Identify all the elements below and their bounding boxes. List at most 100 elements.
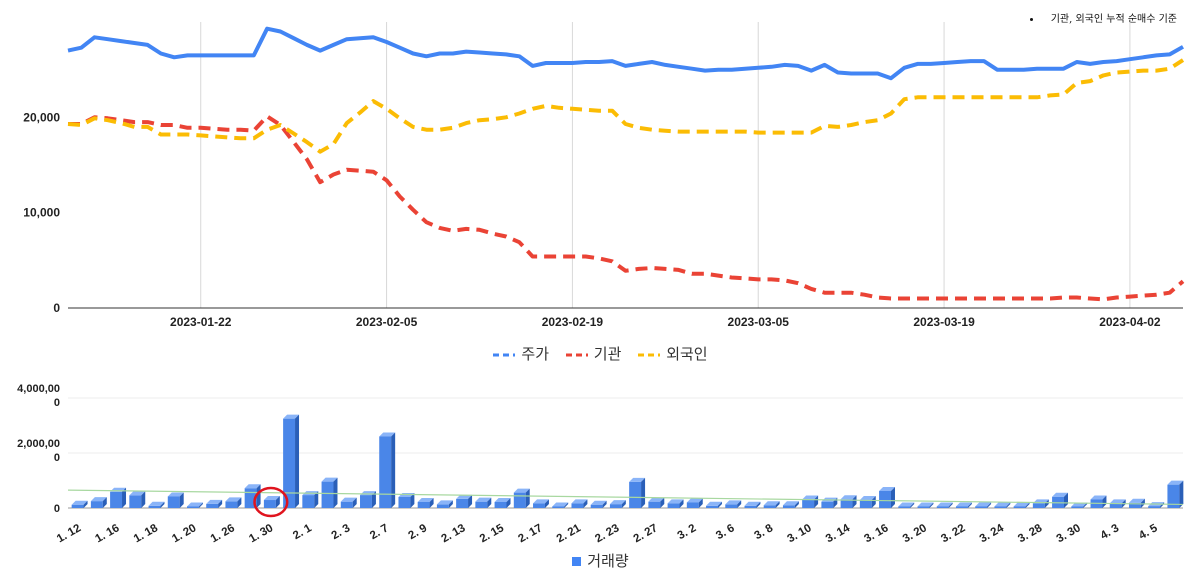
- bar-top: [167, 492, 184, 497]
- bar-top: [513, 488, 530, 493]
- bar-side: [487, 497, 492, 508]
- x-tick-label: 1. 18: [132, 522, 161, 545]
- bar-top: [340, 497, 357, 502]
- bar: [879, 490, 891, 508]
- legend-swatch-price: [493, 353, 516, 356]
- bar: [436, 504, 449, 508]
- bar-side: [1025, 502, 1030, 508]
- bar: [417, 501, 430, 508]
- bar-side: [987, 502, 992, 508]
- bar: [360, 495, 372, 508]
- price-line: [67, 26, 1184, 81]
- bar: [533, 503, 545, 508]
- bar: [398, 497, 411, 508]
- line-chart: 2023-01-22 2023-02-05 2023-02-19 2023-03-05…: [23, 22, 1185, 329]
- bar-top: [206, 499, 223, 504]
- bar: [821, 501, 834, 508]
- bar: [859, 500, 872, 508]
- bar: [90, 501, 103, 508]
- bar: [744, 505, 757, 508]
- bar-side: [1064, 492, 1069, 508]
- bar-top: [533, 499, 549, 504]
- bar-side: [814, 495, 819, 508]
- bar-side: [794, 501, 799, 508]
- bar: [456, 498, 469, 508]
- legend-label-price: 주가: [521, 345, 550, 363]
- bar: [936, 506, 949, 508]
- bar-top: [648, 497, 665, 502]
- x-tick-label: 2. 9: [407, 522, 430, 542]
- bar-side: [775, 501, 780, 508]
- bar: [609, 504, 622, 508]
- bar: [1013, 506, 1026, 508]
- legend-item-price: 주가: [493, 343, 549, 364]
- bar-top: [898, 502, 915, 507]
- bar-side: [929, 502, 934, 508]
- x-tick-label: 1. 16: [93, 522, 121, 545]
- bar-side: [275, 496, 280, 508]
- x-tick-label: 2. 21: [555, 522, 584, 545]
- y-tick-label: 0: [54, 503, 60, 515]
- bar-top: [571, 499, 588, 504]
- legend-label-volume: 거래량: [587, 552, 629, 570]
- x-tick-label: 3. 22: [939, 522, 967, 545]
- legend-item-foreign: 외국인: [638, 343, 708, 364]
- bar-side: [295, 414, 300, 508]
- x-tick-label: 3. 16: [862, 522, 890, 545]
- y-tick-label-wrap: 0: [54, 397, 60, 409]
- bar-top: [975, 502, 992, 507]
- bar-side: [525, 488, 530, 508]
- x-tick-label: 3. 30: [1055, 522, 1083, 545]
- x-tick-label: 1. 26: [209, 522, 237, 545]
- bar-side: [410, 493, 415, 508]
- bar-top: [71, 500, 88, 505]
- bullet-icon: [1029, 18, 1033, 21]
- bar-top: [1090, 495, 1107, 500]
- bar-side: [544, 499, 549, 508]
- legend-label-institution: 기관: [593, 345, 622, 363]
- legend-item-volume: 거래량: [572, 550, 629, 571]
- bar: [686, 502, 699, 508]
- bar-side: [1044, 499, 1049, 508]
- bar-side: [160, 501, 165, 508]
- bar: [1071, 506, 1084, 508]
- bar-side: [256, 484, 261, 508]
- bar-top: [802, 495, 819, 500]
- bar-side: [83, 500, 88, 508]
- bar: [1032, 503, 1045, 508]
- chart-note: 기관, 외국인 누적 순매수 기준: [1029, 10, 1177, 25]
- bar: [1109, 503, 1122, 508]
- bar-side: [967, 502, 972, 508]
- bar: [1167, 484, 1180, 508]
- legend-item-institution: 기관: [565, 343, 622, 364]
- x-tick-label: 2. 13: [439, 522, 467, 545]
- line-legend: 주가 기관 외국인: [0, 343, 1201, 364]
- x-tick-label: 1. 20: [170, 522, 198, 545]
- bar-side: [352, 497, 357, 508]
- x-tick-label: 1. 30: [247, 522, 275, 545]
- bar: [802, 499, 815, 508]
- x-tick-label: 2. 17: [516, 522, 544, 545]
- x-tick-label: 2023-01-22: [170, 315, 232, 329]
- y-tick-label: 0: [53, 301, 60, 315]
- bar-side: [737, 500, 742, 508]
- bar: [302, 495, 315, 508]
- bar: [1148, 506, 1161, 508]
- bar: [552, 506, 565, 508]
- bar: [148, 505, 161, 508]
- y-tick-label: 10,000: [23, 206, 60, 220]
- bar: [340, 501, 353, 508]
- bar-top: [321, 477, 338, 482]
- bar-top: [417, 497, 434, 502]
- bar: [494, 501, 507, 508]
- bar: [225, 501, 238, 508]
- bar: [667, 503, 680, 508]
- bar-side: [314, 491, 319, 508]
- bar-top: [706, 501, 722, 506]
- bar: [629, 481, 642, 508]
- x-tick-label: 3. 28: [1016, 522, 1045, 545]
- bar-side: [717, 501, 722, 508]
- bar-side: [102, 497, 107, 508]
- bar: [975, 506, 988, 508]
- bar-top: [475, 497, 492, 502]
